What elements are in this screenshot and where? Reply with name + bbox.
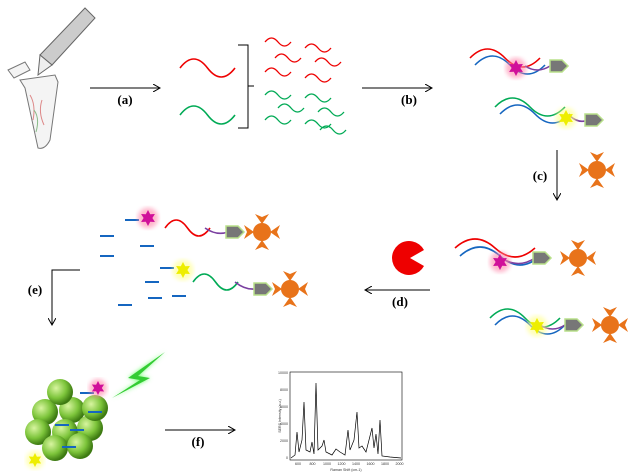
- antibody-arm: [255, 240, 269, 250]
- y-tick-label: 10000: [278, 371, 288, 375]
- antibody: [601, 316, 619, 334]
- y-axis-label: SERS Intensity (a.u.): [278, 399, 282, 433]
- antibody: [588, 161, 606, 179]
- raman-tag: [91, 381, 105, 395]
- raman-tag: [559, 110, 573, 126]
- antibody-arm: [283, 297, 297, 307]
- antibody-arm: [571, 266, 585, 276]
- raman-tag: [493, 254, 507, 270]
- step-label: (e): [28, 282, 42, 297]
- x-tick-label: 1400: [352, 462, 360, 466]
- nanoparticle: [25, 419, 51, 445]
- y-tick-label: 0: [286, 456, 288, 460]
- strand: [454, 238, 536, 258]
- step-label: (a): [117, 92, 132, 107]
- tag: [253, 282, 274, 296]
- antibody-arm: [618, 318, 628, 332]
- x-tick-label: 800: [310, 462, 316, 466]
- step-label: (c): [533, 168, 547, 183]
- strand: [494, 97, 566, 117]
- raman-tag: [28, 453, 42, 467]
- x-tick-label: 1200: [338, 462, 346, 466]
- strand: [319, 125, 347, 135]
- antibody-arm: [590, 178, 604, 188]
- tag: [564, 318, 585, 332]
- raman-tag: [176, 262, 190, 278]
- spectrum-chart: SERS Intensity (a.u.) Raman Shift (cm-1): [278, 371, 403, 472]
- strand: [179, 105, 236, 125]
- linker: [524, 65, 551, 71]
- antibody-arm: [603, 307, 617, 317]
- strand: [304, 93, 332, 103]
- strand: [264, 90, 292, 100]
- antibody: [281, 280, 299, 298]
- strand: [304, 119, 332, 129]
- antibody-arm: [255, 214, 269, 224]
- antibody-arm: [579, 163, 589, 177]
- nanoparticle: [47, 379, 73, 405]
- strand: [274, 53, 302, 63]
- strand: [314, 57, 342, 67]
- strand: [304, 73, 332, 83]
- nanoparticle: [32, 399, 58, 425]
- strand: [164, 219, 211, 237]
- antibody-arm: [272, 282, 282, 296]
- strand: [469, 48, 541, 68]
- tag: [532, 251, 553, 265]
- arrows: [52, 44, 557, 430]
- antibody-arm: [283, 271, 297, 281]
- y-tick-label: 2000: [280, 439, 288, 443]
- y-tick-label: 8000: [280, 388, 288, 392]
- strand: [277, 103, 305, 113]
- antibody-arm: [270, 225, 280, 239]
- x-tick-label: 600: [295, 462, 301, 466]
- nanoparticle: [82, 395, 108, 421]
- antibody-arm: [605, 163, 615, 177]
- strand: [489, 308, 561, 328]
- exonuclease: [392, 240, 424, 275]
- tag: [549, 59, 570, 73]
- nanoparticle: [67, 433, 93, 459]
- step-label: (d): [392, 294, 408, 309]
- antibody: [569, 249, 587, 267]
- antibody-arm: [586, 251, 596, 265]
- raman-tag: [530, 318, 544, 334]
- antibody: [253, 223, 271, 241]
- strand: [264, 37, 292, 47]
- laser: [112, 352, 165, 398]
- step-label: (b): [401, 92, 417, 107]
- tag: [225, 225, 246, 239]
- antibody-arm: [603, 333, 617, 343]
- antibody-arm: [298, 282, 308, 296]
- raman-tag: [509, 60, 523, 76]
- strand: [264, 115, 292, 125]
- y-tick-label: 4000: [280, 422, 288, 426]
- antibody-arm: [592, 318, 602, 332]
- strand: [264, 67, 292, 77]
- strand: [304, 43, 332, 53]
- antibody-arm: [571, 240, 585, 250]
- x-tick-label: 2000: [396, 462, 404, 466]
- y-tick-label: 6000: [280, 405, 288, 409]
- antibody-arm: [560, 251, 570, 265]
- x-axis-label: Raman Shift (cm-1): [330, 468, 361, 472]
- antibody-arm: [590, 152, 604, 162]
- strand: [179, 58, 236, 78]
- raman-tag: [141, 210, 155, 226]
- tag: [584, 113, 605, 127]
- nanoparticle: [42, 435, 68, 461]
- x-tick-label: 1000: [323, 462, 331, 466]
- strand: [317, 107, 345, 117]
- step-label: (f): [192, 434, 205, 449]
- strand: [192, 273, 239, 291]
- x-tick-label: 1600: [367, 462, 375, 466]
- tube-pipette: [7, 7, 96, 149]
- x-tick-label: 1800: [381, 462, 389, 466]
- antibody-arm: [244, 225, 254, 239]
